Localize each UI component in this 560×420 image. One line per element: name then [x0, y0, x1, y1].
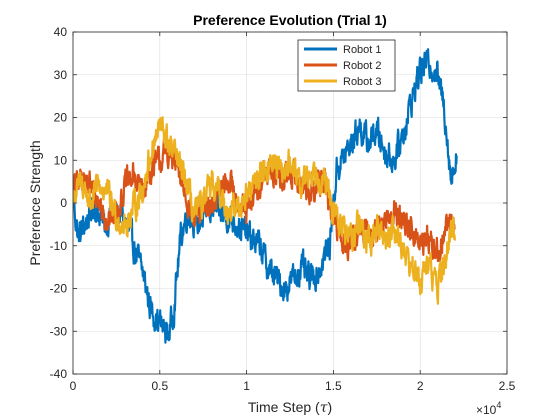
- x-axis-label-text: Time Step (: [248, 399, 320, 415]
- x-tick-label: 1.5: [325, 379, 342, 393]
- y-tick-label: 10: [54, 153, 68, 167]
- y-tick-label: 20: [54, 111, 68, 125]
- x-axis-exponent-power: 4: [496, 400, 501, 410]
- series-lines: [73, 48, 458, 344]
- series-line-robot-3: [73, 116, 457, 305]
- y-tick-label: -30: [50, 324, 68, 338]
- series-line-robot-1: [73, 48, 458, 344]
- legend-label-robot-2: Robot 2: [343, 60, 382, 72]
- x-tick-label: 0.5: [151, 379, 168, 393]
- chart-title: Preference Evolution (Trial 1): [193, 12, 387, 28]
- y-tick-label: -20: [50, 282, 68, 296]
- legend-label-robot-1: Robot 1: [343, 44, 382, 56]
- x-axis-exponent: ×104: [476, 400, 501, 417]
- y-tick-label: 40: [54, 25, 68, 39]
- y-tick-label: -10: [50, 239, 68, 253]
- axis-ticks: 0 0.5 1 1.5 2 2.5 -40 -30 -20 -10 0 10 20 30 40: [50, 25, 516, 393]
- legend-label-robot-3: Robot 3: [343, 76, 382, 88]
- x-axis-label-close: ): [327, 399, 332, 415]
- legend: Robot 1 Robot 2 Robot 3: [297, 39, 396, 92]
- y-tick-label: -40: [50, 367, 68, 381]
- x-axis-label-tau: τ: [320, 400, 328, 416]
- x-tick-label: 2: [417, 379, 424, 393]
- x-tick-label: 2.5: [499, 379, 516, 393]
- y-tick-label: 30: [54, 68, 68, 82]
- x-axis-label: Time Step (τ): [248, 399, 332, 416]
- y-axis-label: Preference Strength: [27, 140, 43, 265]
- x-tick-label: 0: [70, 379, 77, 393]
- y-tick-label: 0: [60, 196, 67, 210]
- x-tick-label: 1: [243, 379, 250, 393]
- x-axis-exponent-base: ×10: [476, 403, 497, 417]
